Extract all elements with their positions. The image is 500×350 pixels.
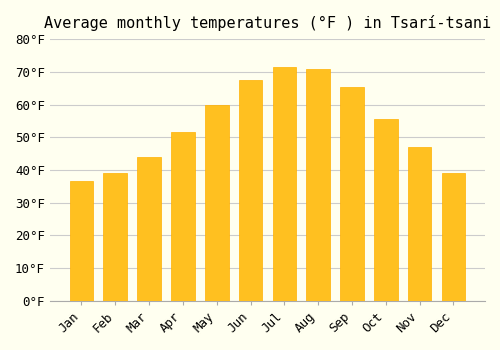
Bar bbox=[374, 119, 398, 301]
Bar bbox=[104, 173, 127, 301]
Bar bbox=[238, 80, 262, 301]
Bar bbox=[70, 181, 94, 301]
Bar bbox=[408, 147, 432, 301]
Bar bbox=[306, 69, 330, 301]
Bar bbox=[340, 86, 364, 301]
Bar bbox=[171, 132, 194, 301]
Title: Average monthly temperatures (°F ) in Tsarí-tsani: Average monthly temperatures (°F ) in Ts… bbox=[44, 15, 491, 31]
Bar bbox=[138, 157, 161, 301]
Bar bbox=[272, 67, 296, 301]
Bar bbox=[205, 105, 229, 301]
Bar bbox=[442, 173, 465, 301]
